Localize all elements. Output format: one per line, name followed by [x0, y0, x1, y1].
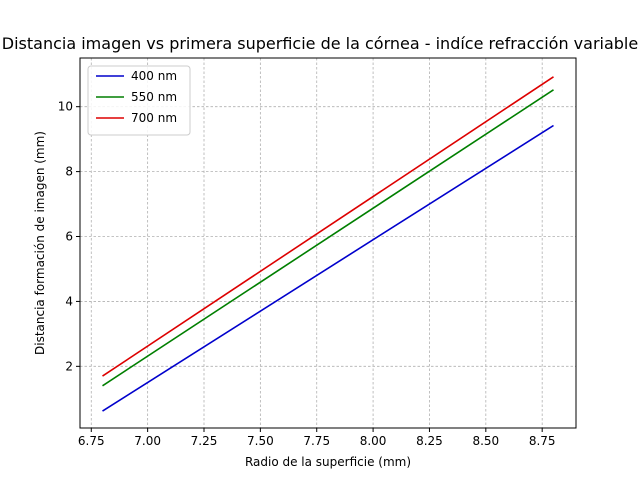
legend-label: 400 nm: [131, 69, 177, 83]
y-tick-label: 8: [65, 165, 73, 179]
grid: [80, 58, 576, 428]
x-tick-label: 8.50: [472, 434, 499, 448]
chart-title: Distancia imagen vs primera superficie d…: [2, 34, 638, 53]
x-tick-label: 6.75: [78, 434, 105, 448]
legend-label: 550 nm: [131, 90, 177, 104]
series-line: [102, 89, 554, 387]
series-line: [102, 76, 554, 377]
series-lines: [102, 76, 554, 412]
x-tick-label: 8.75: [529, 434, 556, 448]
y-tick-label: 2: [65, 359, 73, 373]
x-tick-label: 7.25: [191, 434, 218, 448]
x-axis-label: Radio de la superficie (mm): [245, 455, 411, 469]
x-tick-label: 8.25: [416, 434, 443, 448]
y-tick-label: 4: [65, 294, 73, 308]
y-axis-ticks: 2 4 6 8 10: [58, 100, 80, 373]
x-tick-label: 7.75: [303, 434, 330, 448]
y-tick-label: 10: [58, 100, 73, 114]
legend-label: 700 nm: [131, 111, 177, 125]
legend: 400 nm 550 nm 700 nm: [87, 65, 191, 136]
plot-frame: [79, 57, 577, 429]
x-axis-ticks: 6.75 7.00 7.25 7.50 7.75 8.00 8.25 8.50 8.75: [78, 428, 556, 448]
x-tick-label: 7.00: [134, 434, 161, 448]
series-line: [102, 124, 554, 412]
y-tick-label: 6: [65, 230, 73, 244]
y-axis-label: Distancia formación de imagen (mm): [33, 131, 47, 355]
x-tick-label: 8.00: [360, 434, 387, 448]
x-tick-label: 7.50: [247, 434, 274, 448]
